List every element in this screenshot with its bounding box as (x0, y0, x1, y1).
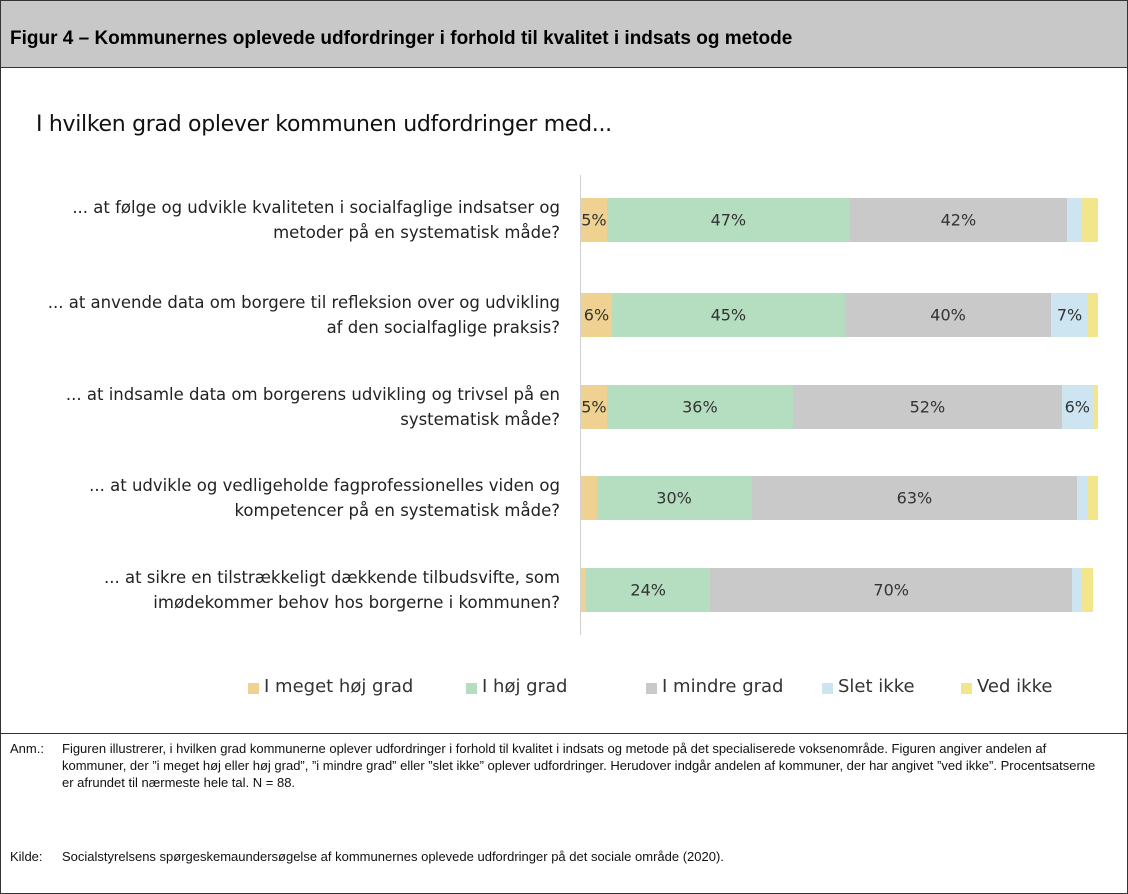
value-label: 6% (583, 305, 610, 325)
value-label: 24% (630, 580, 666, 600)
bar-segment (606, 385, 793, 429)
bar-segment (1066, 198, 1083, 242)
legend-swatch (646, 683, 657, 694)
bar-segment (1077, 476, 1088, 520)
notes-text: Figuren illustrerer, i hvilken grad komm… (62, 741, 1096, 790)
value-label: 7% (1056, 305, 1083, 325)
value-label: 6% (1064, 397, 1091, 417)
bar-segment (710, 568, 1073, 612)
category-label: ... at udvikle og vedligeholde fagprofes… (89, 476, 560, 520)
figure-header (1, 1, 1127, 68)
bar-segment (581, 293, 613, 337)
value-label: 42% (940, 210, 977, 230)
bar-segment (612, 293, 845, 337)
bar-segment (751, 476, 1078, 520)
legend-label: I mindre grad (662, 676, 784, 697)
bar-segment (581, 568, 587, 612)
value-label: 63% (896, 488, 933, 508)
bar-segment (792, 385, 1062, 429)
bar-segment (581, 476, 597, 520)
separator (1, 733, 1127, 734)
bar-segment (1087, 476, 1098, 520)
bar-segment (1051, 293, 1088, 337)
category-label: ... at følge og udvikle kvaliteten i soc… (72, 198, 560, 242)
category-label: ... at indsamle data om borgerens udvikl… (65, 385, 560, 429)
bar-segment (844, 293, 1052, 337)
value-label: 30% (656, 488, 692, 508)
bar-segment (581, 385, 607, 429)
value-label: 40% (930, 305, 966, 325)
bar-segment (1092, 385, 1098, 429)
bar-segment (596, 476, 752, 520)
value-label: 70% (873, 580, 909, 600)
legend-swatch (248, 683, 259, 694)
legend-label: Ved ikke (977, 676, 1053, 697)
notes-label: Anm.: (10, 741, 44, 756)
category-label: ... at sikre en tilstrækkeligt dækkende … (104, 568, 560, 612)
bar-segment (1082, 568, 1093, 612)
legend-swatch (466, 683, 477, 694)
value-label: 52% (909, 397, 946, 417)
bar-segment (606, 198, 850, 242)
value-label: 36% (682, 397, 718, 417)
legend-label: Slet ikke (838, 676, 915, 697)
legend-label: I meget høj grad (264, 676, 414, 697)
bar-segment (1072, 568, 1083, 612)
legend-swatch (961, 683, 972, 694)
axis-line (580, 175, 581, 635)
legend-swatch (822, 683, 833, 694)
value-label: 5% (581, 397, 607, 417)
bar-segment (586, 568, 711, 612)
value-label: 5% (581, 210, 607, 230)
bar-segment (849, 198, 1067, 242)
value-label: 45% (710, 305, 747, 325)
bar-segment (1061, 385, 1093, 429)
chart-title: I hvilken grad oplever kommunen udfordri… (36, 112, 612, 137)
bar-segment (1082, 198, 1098, 242)
category-label: ... at anvende data om borgere til refle… (47, 293, 560, 337)
legend-label: I høj grad (482, 676, 568, 697)
source-text: Socialstyrelsens spørgeskemaundersøgelse… (62, 849, 724, 864)
bar-segment (1087, 293, 1098, 337)
source-label: Kilde: (10, 849, 43, 864)
figure-title: Figur 4 – Kommunernes oplevede udfordrin… (10, 28, 793, 49)
value-label: 47% (710, 210, 747, 230)
bar-segment (581, 198, 607, 242)
